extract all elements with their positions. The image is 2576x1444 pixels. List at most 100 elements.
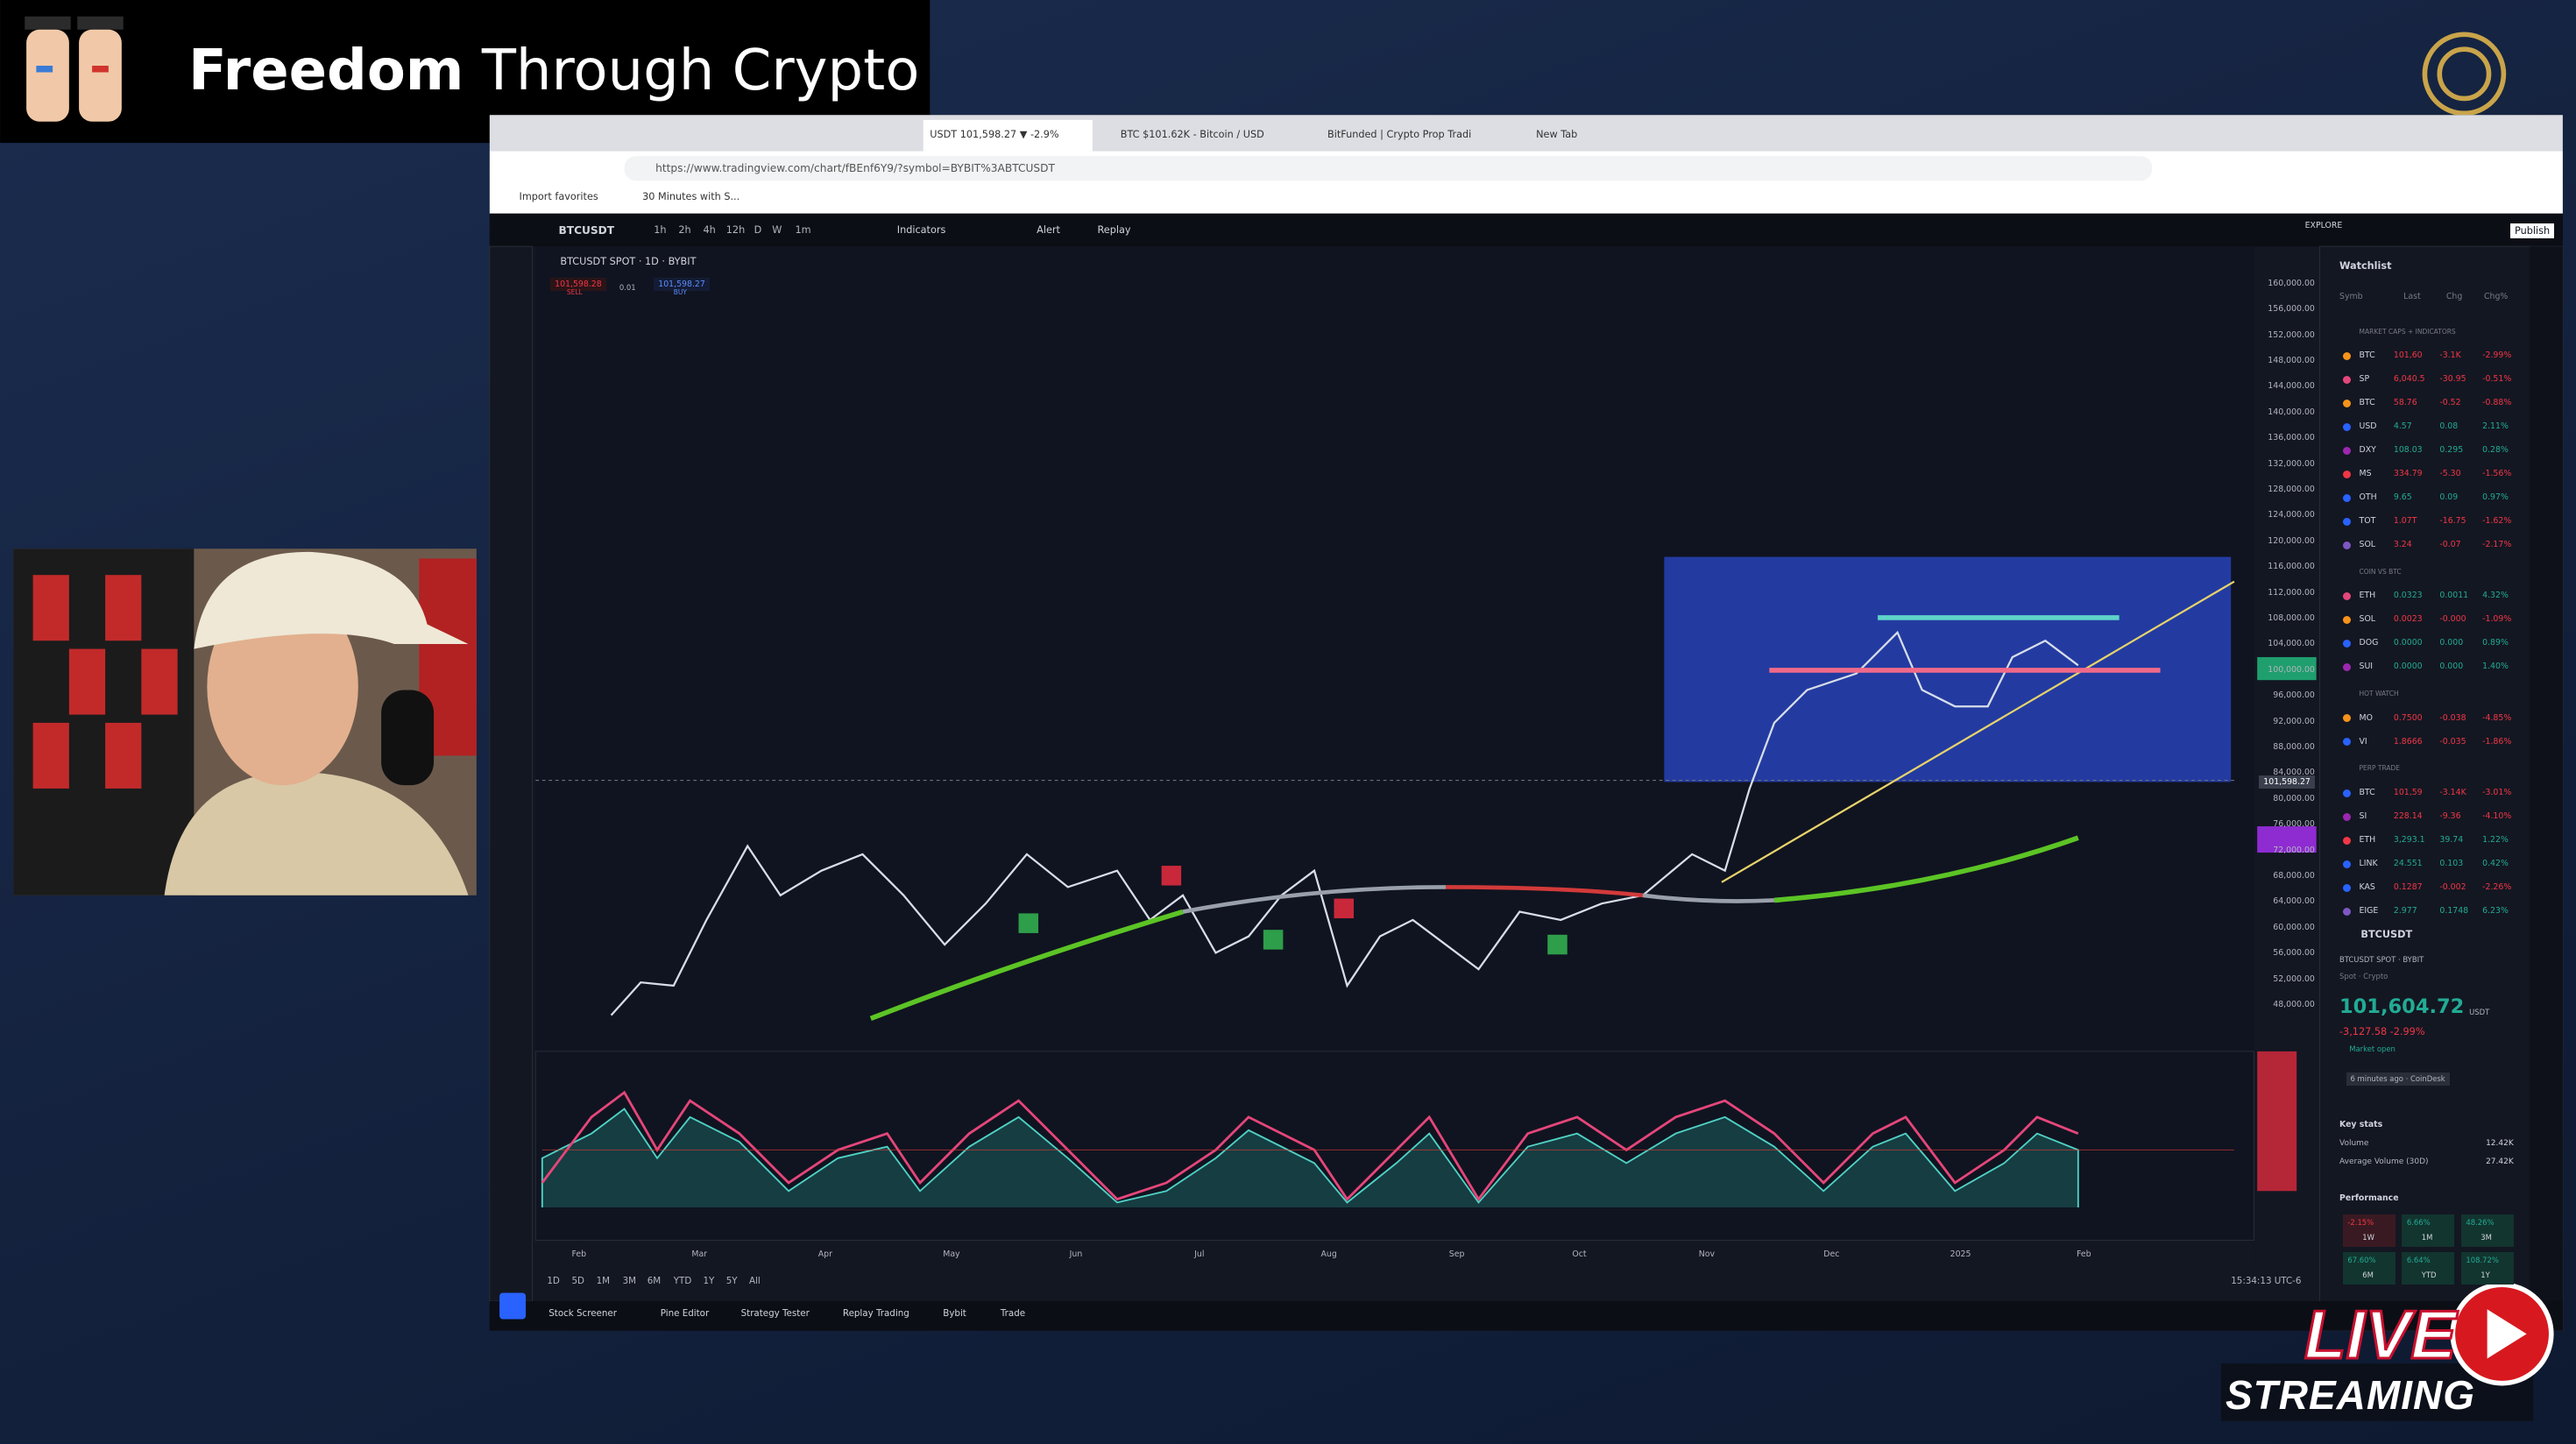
interval[interactable]: W bbox=[772, 223, 782, 236]
watch-change-pct: -4.85% bbox=[2482, 712, 2512, 723]
watch-last: 0.0023 bbox=[2393, 614, 2423, 625]
detail-exchange: BTCUSDT SPOT · BYBIT bbox=[2339, 955, 2424, 965]
symbol-search[interactable]: BTCUSDT bbox=[558, 223, 615, 237]
symbol-icon bbox=[2342, 860, 2351, 868]
watch-change-pct: -0.88% bbox=[2482, 398, 2512, 408]
range-button[interactable]: 6M bbox=[647, 1275, 662, 1286]
streaming-label: STREAMING bbox=[2226, 1372, 2475, 1418]
price-axis-label: 84,000.00 bbox=[2273, 768, 2315, 778]
news-item[interactable]: 6 minutes ago · CoinDesk bbox=[2346, 1072, 2450, 1086]
interval[interactable]: 1m bbox=[795, 223, 811, 236]
explore-button[interactable]: EXPLORE bbox=[2304, 221, 2343, 231]
watch-symbol[interactable]: MS bbox=[2359, 469, 2372, 479]
interval[interactable]: 4h bbox=[703, 223, 716, 236]
toolbar-button[interactable]: Indicators bbox=[896, 223, 946, 236]
oscillator-shape bbox=[541, 1090, 2079, 1202]
watch-last: 228.14 bbox=[2393, 810, 2423, 821]
performance-period: 1W bbox=[2362, 1233, 2374, 1242]
browser-tab[interactable]: USDT 101,598.27 ▼ -2.9% bbox=[930, 129, 1059, 141]
watch-change-pct: -1.86% bbox=[2482, 736, 2512, 747]
interval[interactable]: 12h bbox=[725, 223, 746, 236]
buy-price[interactable]: 101,598.27 bbox=[654, 277, 710, 292]
browser-tab[interactable]: BTC $101.62K - Bitcoin / USD bbox=[1120, 129, 1264, 141]
toolbar-button[interactable]: Alert bbox=[1037, 223, 1060, 236]
bottom-tab[interactable]: Stock Screener bbox=[548, 1308, 617, 1320]
price-axis-label: 156,000.00 bbox=[2268, 304, 2315, 315]
price-axis-label: 72,000.00 bbox=[2273, 845, 2315, 855]
watch-symbol[interactable]: ETH bbox=[2359, 591, 2376, 601]
bottom-tab[interactable]: Replay Trading bbox=[842, 1308, 909, 1320]
browser-window-shape bbox=[489, 1300, 2563, 1331]
bottom-tab[interactable]: Bybit bbox=[943, 1308, 966, 1320]
watch-last: 0.0000 bbox=[2393, 638, 2423, 648]
banner-shape bbox=[92, 65, 109, 73]
range-button[interactable]: 1M bbox=[596, 1275, 611, 1286]
bookmark[interactable]: Import favorites bbox=[519, 191, 598, 203]
browser-tab[interactable]: BitFunded | Crypto Prop Tradi bbox=[1327, 129, 1472, 141]
watch-symbol[interactable]: BTC bbox=[2359, 350, 2375, 361]
watch-symbol[interactable]: DXY bbox=[2359, 445, 2376, 456]
watch-symbol[interactable]: OTH bbox=[2359, 492, 2377, 503]
watch-symbol[interactable]: USD bbox=[2359, 421, 2377, 432]
watch-change-pct: -2.26% bbox=[2482, 881, 2512, 892]
watch-last: 0.7500 bbox=[2393, 712, 2423, 723]
bottom-tab[interactable]: Trade bbox=[1000, 1308, 1026, 1320]
range-button[interactable]: 5Y bbox=[725, 1275, 738, 1286]
watch-symbol[interactable]: ETH bbox=[2359, 834, 2376, 845]
range-button[interactable]: 1D bbox=[547, 1275, 560, 1286]
chart-drawings-shape bbox=[1642, 893, 1775, 903]
symbol-icon bbox=[2342, 616, 2351, 625]
performance-period: YTD bbox=[2421, 1271, 2437, 1280]
watch-change: 0.08 bbox=[2439, 421, 2459, 432]
watch-symbol[interactable]: VI bbox=[2359, 736, 2367, 747]
watch-symbol[interactable]: SOL bbox=[2359, 614, 2376, 625]
watch-symbol[interactable]: SP bbox=[2359, 374, 2370, 385]
detail-symbol: BTCUSDT bbox=[2360, 929, 2413, 941]
sell-price[interactable]: 101,598.28 bbox=[550, 277, 606, 292]
bookmark[interactable]: 30 Minutes with S... bbox=[642, 191, 740, 203]
watch-symbol[interactable]: KAS bbox=[2359, 881, 2375, 892]
interval[interactable]: 2h bbox=[678, 223, 691, 236]
price-axis-label: 152,000.00 bbox=[2268, 329, 2315, 340]
watch-change: -9.36 bbox=[2439, 810, 2461, 821]
range-button[interactable]: 1Y bbox=[703, 1275, 715, 1286]
webcam-shape bbox=[194, 551, 469, 649]
watch-last: 334.79 bbox=[2393, 469, 2423, 479]
symbol-icon bbox=[2342, 352, 2351, 361]
watch-symbol[interactable]: DOG bbox=[2359, 638, 2379, 648]
address-url[interactable]: https://www.tradingview.com/chart/fBEnf6… bbox=[655, 161, 1055, 174]
watch-symbol[interactable]: SOL bbox=[2359, 540, 2376, 550]
bottom-tab[interactable]: Strategy Tester bbox=[740, 1308, 810, 1320]
range-button[interactable]: YTD bbox=[673, 1275, 692, 1286]
logo bbox=[2422, 32, 2507, 117]
watch-symbol[interactable]: SUI bbox=[2359, 662, 2374, 672]
price-axis-label: 60,000.00 bbox=[2273, 922, 2315, 932]
range-button[interactable]: 3M bbox=[622, 1275, 637, 1286]
chart-drawings-shape bbox=[1161, 866, 1182, 886]
watch-symbol[interactable]: BTC bbox=[2359, 398, 2375, 408]
browser-tab[interactable]: New Tab bbox=[1536, 129, 1578, 141]
price-axis-label: 136,000.00 bbox=[2268, 433, 2315, 443]
webcam-shape bbox=[32, 722, 69, 789]
watch-symbol[interactable]: MO bbox=[2359, 712, 2373, 723]
symbol-icon bbox=[2342, 883, 2351, 892]
interval[interactable]: D bbox=[754, 223, 762, 236]
stat-value: 12.42K bbox=[2486, 1139, 2514, 1149]
sell-button[interactable]: SELL bbox=[566, 288, 583, 296]
detail-currency: USDT bbox=[2469, 1008, 2490, 1017]
price-axis-label: 48,000.00 bbox=[2273, 999, 2315, 1009]
publish-button[interactable]: Publish bbox=[2510, 223, 2555, 239]
watch-symbol[interactable]: EIGE bbox=[2359, 905, 2379, 916]
watch-change: 39.74 bbox=[2439, 834, 2464, 845]
range-button[interactable]: 5D bbox=[571, 1275, 584, 1286]
watch-symbol[interactable]: BTC bbox=[2359, 787, 2375, 797]
range-button[interactable]: All bbox=[749, 1275, 761, 1286]
watch-symbol[interactable]: SI bbox=[2359, 810, 2367, 821]
watch-symbol[interactable]: LINK bbox=[2359, 858, 2378, 868]
bottom-tab[interactable]: Pine Editor bbox=[660, 1308, 710, 1320]
watch-symbol[interactable]: TOT bbox=[2359, 516, 2376, 527]
toolbar-button[interactable]: Replay bbox=[1097, 223, 1131, 236]
watch-change-pct: 0.42% bbox=[2482, 858, 2509, 868]
buy-button[interactable]: BUY bbox=[673, 288, 687, 296]
interval[interactable]: 1h bbox=[654, 223, 667, 236]
